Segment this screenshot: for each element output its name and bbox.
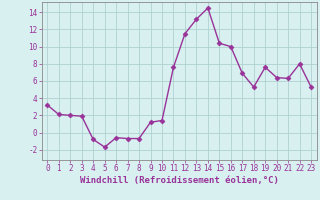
X-axis label: Windchill (Refroidissement éolien,°C): Windchill (Refroidissement éolien,°C): [80, 176, 279, 185]
